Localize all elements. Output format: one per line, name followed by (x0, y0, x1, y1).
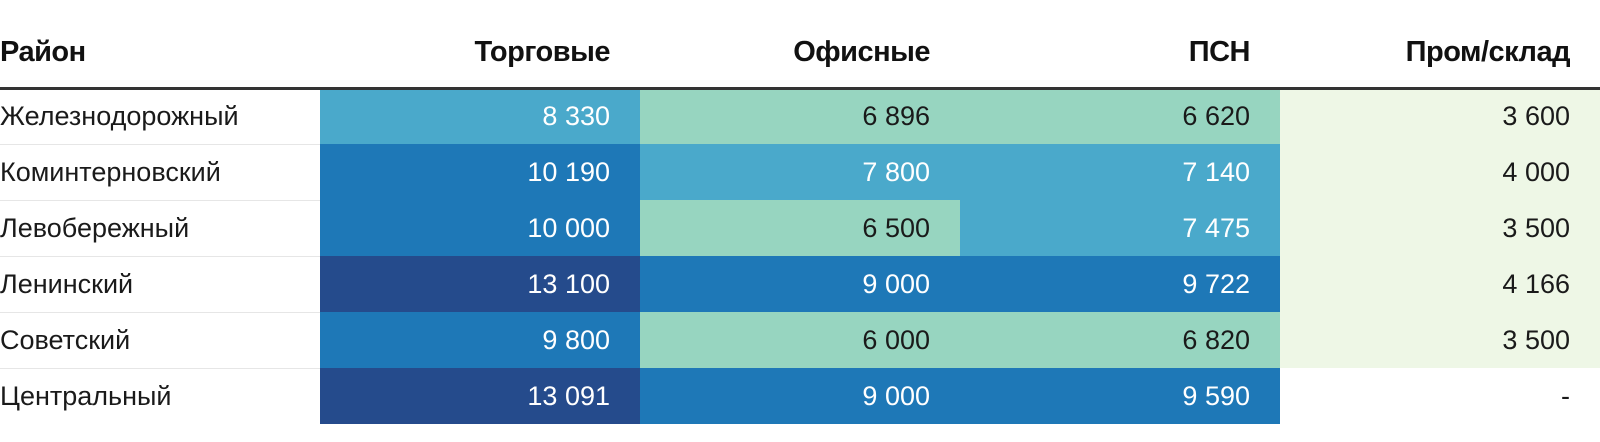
table-row: Железнодорожный 8 330 6 896 6 620 3 600 (0, 88, 1600, 145)
district-name: Центральный (0, 368, 320, 424)
table-row: Центральный 13 091 9 000 9 590- (0, 368, 1600, 424)
district-name: Железнодорожный (0, 88, 320, 145)
district-name: Коминтерновский (0, 144, 320, 201)
header-office: Офисные (640, 0, 960, 90)
table-row: Ленинский 13 100 9 000 9 722 4 166 (0, 256, 1600, 313)
price-table-container: Район Торговые Офисные ПСН Пром/склад Же… (0, 0, 1600, 424)
value-cell-psn: 6 820 (960, 312, 1280, 368)
table-row: Коминтерновский 10 190 7 800 7 140 4 000 (0, 144, 1600, 201)
header-district: Район (0, 0, 320, 90)
value-cell-retail: 10 190 (320, 144, 640, 200)
value-cell-office: 9 000 (640, 256, 960, 312)
value-cell-retail: 10 000 (320, 200, 640, 256)
value-cell-office: 6 896 (640, 88, 960, 144)
header-row: Район Торговые Офисные ПСН Пром/склад (0, 0, 1600, 90)
value-cell-industrial: 3 500 (1280, 312, 1600, 368)
value-cell-industrial: 3 600 (1280, 88, 1600, 144)
value-cell-psn: 7 475 (960, 200, 1280, 256)
value-cell-retail: 9 800 (320, 312, 640, 368)
header-retail: Торговые (320, 0, 640, 90)
table-header: Район Торговые Офисные ПСН Пром/склад (0, 0, 1600, 90)
district-name: Левобережный (0, 200, 320, 257)
district-name: Ленинский (0, 256, 320, 313)
value-cell-psn: 7 140 (960, 144, 1280, 200)
price-table: Район Торговые Офисные ПСН Пром/склад Же… (0, 0, 1600, 424)
value-cell-psn: 6 620 (960, 88, 1280, 144)
value-cell-industrial: 4 166 (1280, 256, 1600, 312)
table-row: Левобережный 10 000 6 500 7 475 3 500 (0, 200, 1600, 257)
value-cell-retail: 13 091 (320, 368, 640, 424)
value-cell-psn: 9 590 (960, 368, 1280, 424)
value-cell-retail: 8 330 (320, 88, 640, 144)
header-industrial: Пром/склад (1280, 0, 1600, 90)
value-cell-office: 6 500 (640, 200, 960, 256)
table-body: Железнодорожный 8 330 6 896 6 620 3 600 Комин… (0, 88, 1600, 424)
value-cell-psn: 9 722 (960, 256, 1280, 312)
value-cell-office: 6 000 (640, 312, 960, 368)
value-cell-retail: 13 100 (320, 256, 640, 312)
value-cell-office: 9 000 (640, 368, 960, 424)
value-cell-office: 7 800 (640, 144, 960, 200)
value-cell-industrial: 4 000 (1280, 144, 1600, 200)
value-cell-industrial: - (1280, 368, 1600, 424)
header-psn: ПСН (960, 0, 1280, 90)
value-cell-industrial: 3 500 (1280, 200, 1600, 256)
district-name: Советский (0, 312, 320, 369)
table-row: Советский 9 800 6 000 6 820 3 500 (0, 312, 1600, 369)
